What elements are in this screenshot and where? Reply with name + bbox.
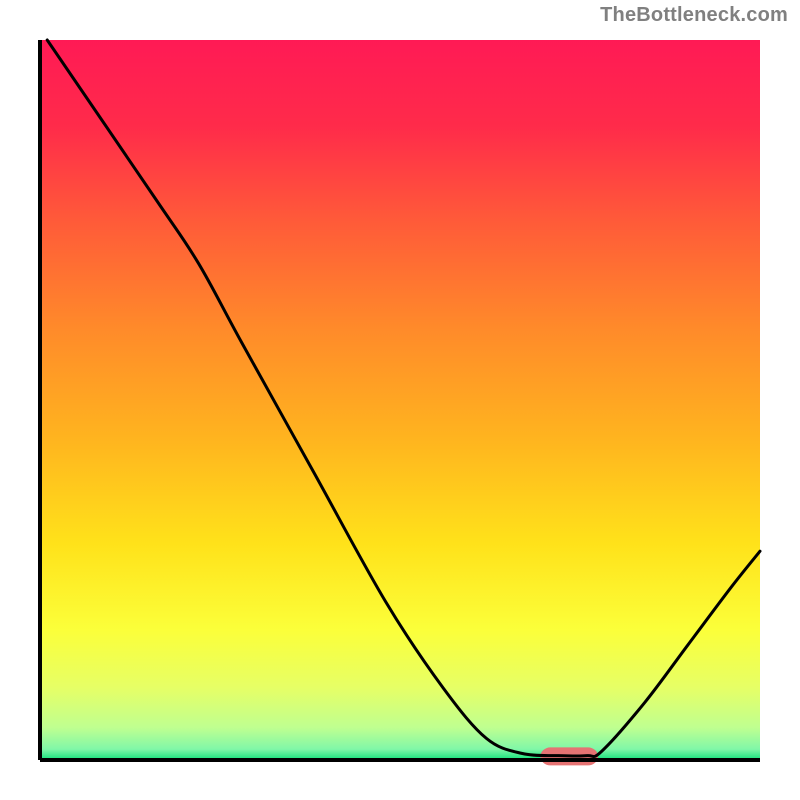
bottleneck-chart [0,0,800,800]
watermark-text: TheBottleneck.com [600,4,788,27]
chart-container: TheBottleneck.com [0,0,800,800]
plot-background [40,40,760,760]
